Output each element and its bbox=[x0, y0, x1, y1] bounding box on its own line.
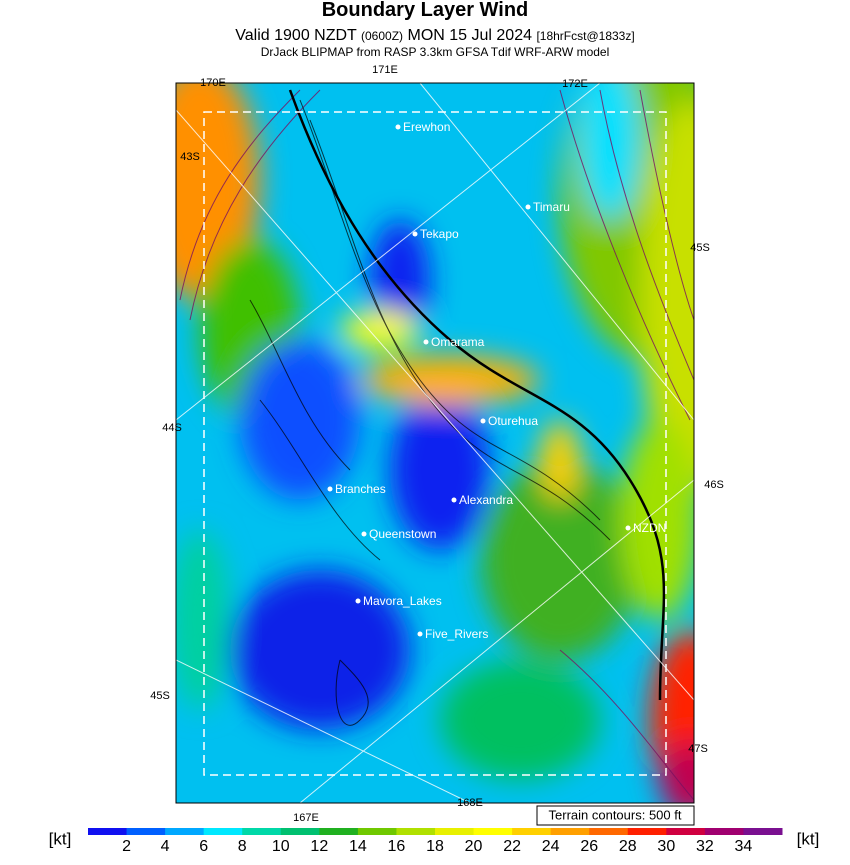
legend-unit: [kt] bbox=[797, 829, 820, 848]
colorbar-label: 32 bbox=[696, 838, 714, 855]
place-label: NZDN bbox=[633, 521, 666, 535]
colorbar-label: 28 bbox=[619, 838, 637, 855]
place-dot bbox=[327, 486, 333, 492]
grid-label: 45S bbox=[150, 690, 170, 702]
place-dot bbox=[451, 497, 457, 503]
colorbar-label: 26 bbox=[580, 838, 598, 855]
place-dot bbox=[480, 418, 486, 424]
colorbar-label: 16 bbox=[388, 838, 406, 855]
utc: (0600Z) bbox=[361, 29, 403, 43]
place-dot bbox=[423, 339, 429, 345]
place-dot bbox=[355, 598, 361, 604]
colorbar-label: 4 bbox=[161, 838, 170, 855]
grid-label: 167E bbox=[293, 812, 319, 824]
colorbar-segment bbox=[280, 828, 320, 835]
forecast: [18hrFcst@1833z] bbox=[536, 29, 634, 43]
colorbar-label: 6 bbox=[199, 838, 208, 855]
colorbar-segment bbox=[126, 828, 166, 835]
place-label: Omarama bbox=[431, 335, 485, 349]
colorbar-segment bbox=[473, 828, 513, 835]
grid-label: 44S bbox=[162, 422, 182, 434]
colorbar-label: 22 bbox=[503, 838, 521, 855]
grid-label: 46S bbox=[704, 479, 724, 491]
place-label: Oturehua bbox=[488, 414, 538, 428]
colorbar-label: 2 bbox=[122, 838, 131, 855]
terrain-note: Terrain contours: 500 ft bbox=[549, 807, 682, 822]
colorbar-segment bbox=[242, 828, 282, 835]
colorbar-label: 12 bbox=[310, 838, 328, 855]
place-label: Alexandra bbox=[459, 493, 513, 507]
place-dot bbox=[625, 525, 631, 531]
colorbar-label: 10 bbox=[272, 838, 290, 855]
place-label: Tekapo bbox=[420, 227, 459, 241]
colorbar-label: 14 bbox=[349, 838, 367, 855]
colorbar-segment bbox=[435, 828, 475, 835]
colorbar-segment bbox=[666, 828, 706, 835]
place-label: Timaru bbox=[533, 200, 570, 214]
colorbar-segment bbox=[589, 828, 629, 835]
date: MON 15 Jul 2024 bbox=[407, 27, 532, 44]
place-label: Queenstown bbox=[369, 527, 436, 541]
grid-label: 168E bbox=[457, 797, 483, 809]
map bbox=[176, 83, 694, 803]
place-dot bbox=[361, 531, 367, 537]
place-dot bbox=[417, 631, 423, 637]
terrain-box bbox=[536, 805, 695, 826]
colorbar-label: 30 bbox=[657, 838, 675, 855]
grid-label: 170E bbox=[200, 77, 226, 89]
colorbar-segment bbox=[627, 828, 667, 835]
place-dot bbox=[525, 204, 531, 210]
colorbar-segment bbox=[203, 828, 243, 835]
model: DrJack BLIPMAP from RASP 3.3km GFSA Tdif… bbox=[261, 45, 610, 59]
place-label: Branches bbox=[335, 482, 386, 496]
grid-label: 45S bbox=[690, 242, 710, 254]
colorbar-segment bbox=[357, 828, 397, 835]
title: Boundary Layer Wind bbox=[322, 0, 529, 21]
grid-label: 47S bbox=[688, 743, 708, 755]
colorbar-label: 24 bbox=[542, 838, 560, 855]
colorbar-segment bbox=[88, 828, 128, 835]
colorbar-segment bbox=[165, 828, 205, 835]
colorbar-segment bbox=[319, 828, 359, 835]
colorbar-segment bbox=[396, 828, 436, 835]
place-label: Five_Rivers bbox=[425, 627, 488, 641]
map-frame bbox=[175, 82, 695, 804]
place-dot bbox=[395, 124, 401, 130]
colorbar-label: 8 bbox=[238, 838, 247, 855]
subtitle: Valid 1900 NZDT (0600Z) MON 15 Jul 2024 … bbox=[235, 27, 634, 44]
place-label: Erewhon bbox=[403, 120, 450, 134]
colorbar-label: 34 bbox=[735, 838, 753, 855]
grid-label: 171E bbox=[372, 64, 398, 76]
colorbar-label: 18 bbox=[426, 838, 444, 855]
grid-label: 43S bbox=[180, 151, 200, 163]
colorbar-label: 20 bbox=[465, 838, 483, 855]
colorbar-segment bbox=[512, 828, 552, 835]
valid: Valid 1900 NZDT bbox=[235, 27, 357, 44]
colorbar-segment bbox=[704, 828, 744, 835]
place-label: Mavora_Lakes bbox=[363, 594, 442, 608]
colorbar-segment bbox=[743, 828, 783, 835]
colorbar-segment bbox=[550, 828, 590, 835]
grid-label: 172E bbox=[562, 78, 588, 90]
legend-unit: [kt] bbox=[49, 829, 72, 848]
place-dot bbox=[412, 231, 418, 237]
